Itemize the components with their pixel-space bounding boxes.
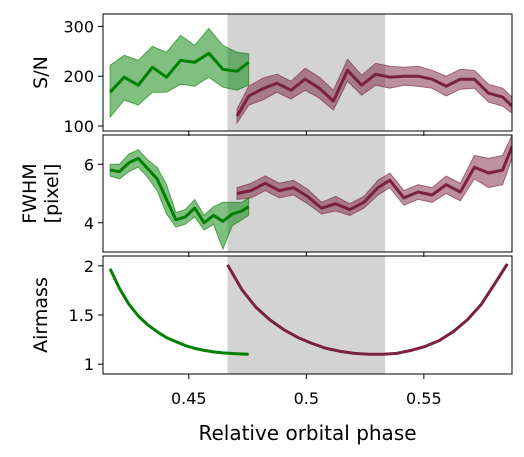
- fwhm-axes-frame: [102, 134, 513, 253]
- x-axis-label: Relative orbital phase: [198, 421, 416, 445]
- snr-ytick-label: 200: [63, 67, 94, 86]
- panel-airmass: 1 1.5 2 0.45 0.5 0.55 Airmass: [30, 255, 513, 408]
- snr-ytick-label: 300: [63, 17, 94, 36]
- xtick-label: 0.55: [406, 389, 442, 408]
- airmass-ytick-label: 1.5: [69, 306, 94, 325]
- airmass-ytick-label: 2: [84, 257, 94, 276]
- airmass-series-2-line: [226, 263, 509, 356]
- snr-series-1-line: [109, 51, 250, 94]
- fwhm-series-1-line: [109, 156, 250, 225]
- fwhm-series-1-uncertainty-band: [109, 148, 250, 251]
- transit-shaded-region: [227, 256, 386, 374]
- fwhm-ytick-label: 6: [84, 155, 94, 174]
- snr-series-1-uncertainty-band: [109, 27, 250, 119]
- xtick-label: 0.5: [294, 389, 319, 408]
- panel-fwhm: 4 6 FWHM[pixel]: [19, 134, 513, 257]
- airmass-ylabel: Airmass: [30, 277, 52, 353]
- airmass-ytick-label: 1: [84, 355, 94, 374]
- snr-ytick-label: 100: [63, 117, 94, 136]
- snr-axes-frame: [102, 13, 513, 132]
- panel-snr: 100 200 300 S/N: [30, 13, 513, 136]
- xtick-label: 0.45: [171, 389, 207, 408]
- snr-ylabel: S/N: [30, 56, 52, 89]
- fwhm-ylabel: FWHM[pixel]: [19, 163, 63, 223]
- fwhm-ytick-label: 4: [84, 214, 94, 233]
- snr-series-2-uncertainty-band: [236, 58, 512, 125]
- airmass-series-1-line: [108, 268, 249, 356]
- snr-series-2-line: [235, 68, 512, 117]
- fwhm-series-2-line: [236, 146, 512, 212]
